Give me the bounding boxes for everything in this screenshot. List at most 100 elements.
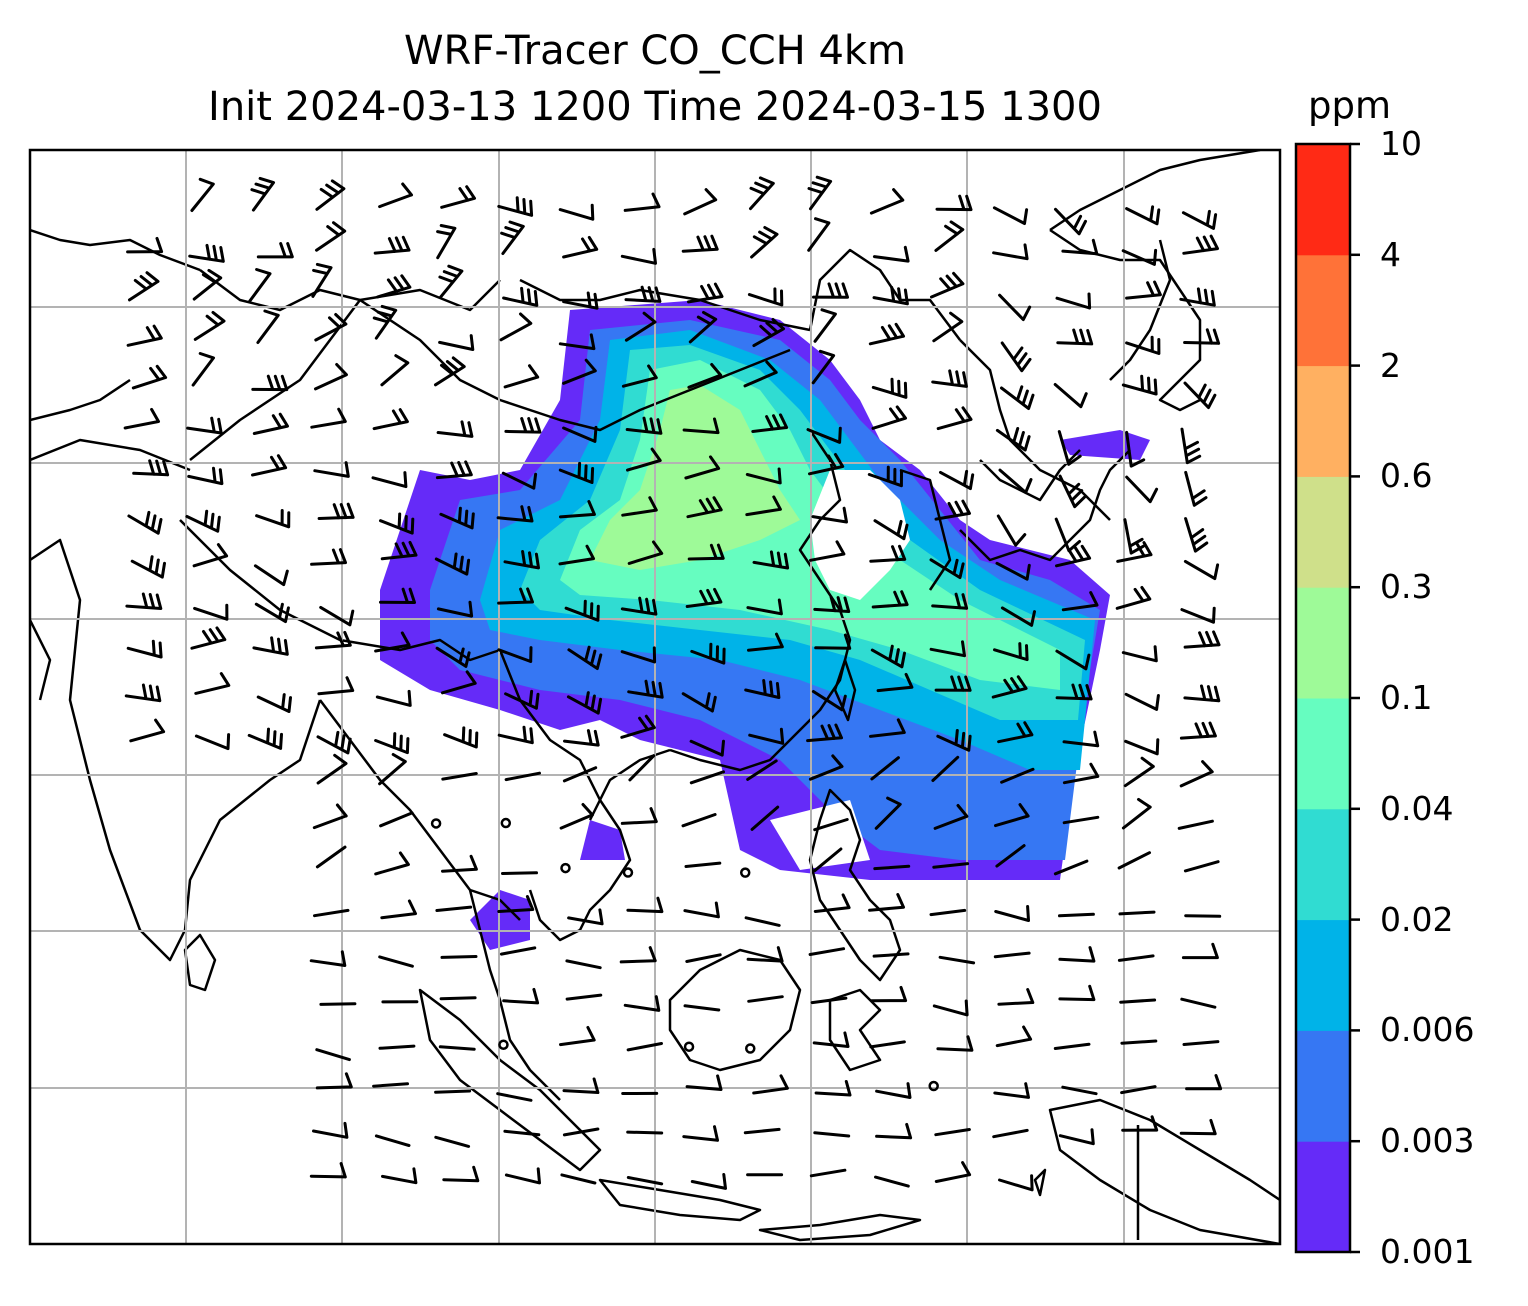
wind-barb: [683, 1004, 721, 1012]
wind-barb: [1125, 430, 1146, 468]
wind-barb: [1181, 209, 1218, 230]
wind-barb: [497, 646, 533, 663]
wind-barb: [810, 996, 848, 1005]
wind-barb: [193, 603, 229, 621]
wind-barb: [868, 893, 905, 912]
colorbar-swatch: [1296, 144, 1350, 256]
wind-barb: [380, 540, 418, 561]
wind-barb: [501, 871, 538, 875]
wind-barb: [621, 364, 658, 388]
wind-barb: [311, 262, 333, 298]
wind-barb: [621, 496, 658, 517]
wind-barb: [126, 639, 163, 659]
wind-barb: [626, 896, 664, 914]
wind-barb: [872, 952, 910, 958]
wind-barb: [313, 461, 350, 478]
wind-barb: [994, 905, 1030, 922]
wind-barb: [936, 1035, 974, 1052]
wind-barb: [1179, 721, 1217, 740]
wind-barb: [873, 864, 911, 871]
wind-barb: [567, 908, 604, 926]
colorbar-tick-label: 0.001: [1380, 1232, 1475, 1271]
wind-barb: [876, 672, 914, 693]
wind-barb: [933, 804, 969, 830]
wind-barb: [932, 311, 964, 343]
wind-barb: [808, 453, 845, 476]
wind-barb: [1058, 984, 1096, 1002]
wind-barb: [628, 754, 656, 782]
wind-barb: [562, 358, 597, 385]
wind-barb: [1054, 207, 1087, 236]
wind-barb: [745, 495, 782, 517]
wind-barb: [1058, 946, 1096, 963]
wind-barb: [1125, 205, 1161, 226]
wind-barb: [1124, 692, 1160, 711]
wind-barb: [379, 587, 416, 604]
wind-barb: [375, 274, 412, 299]
wind-barb: [316, 753, 348, 785]
wind-barb: [435, 460, 473, 480]
colorbar-tick-label: 10: [1380, 124, 1422, 163]
wind-barb: [1125, 280, 1162, 300]
calm-wind-circle: [683, 1041, 695, 1052]
wind-barb: [379, 512, 415, 535]
wind-barb: [687, 282, 724, 304]
wind-barb: [682, 417, 720, 435]
wind-barb: [1181, 942, 1219, 960]
wind-barb: [1125, 335, 1161, 355]
wind-barb: [620, 646, 657, 664]
wind-barb: [255, 509, 291, 529]
wind-barb: [936, 406, 973, 431]
wind-barb: [1053, 383, 1088, 409]
wind-barb: [499, 312, 533, 342]
wind-barb: [626, 1130, 664, 1135]
wind-barb: [813, 595, 851, 613]
wind-barb: [1121, 797, 1152, 830]
wind-barb: [1058, 474, 1087, 509]
wind-barb: [1179, 287, 1216, 307]
wind-barb: [808, 754, 844, 781]
wind-barb: [251, 454, 288, 477]
wind-barb: [193, 310, 226, 341]
wind-barb: [248, 268, 272, 303]
wind-barb: [684, 455, 721, 480]
wind-barb: [565, 959, 602, 970]
wind-barb: [128, 271, 160, 302]
wind-barb: [935, 194, 973, 212]
colorbar-swatch: [1296, 1141, 1350, 1253]
wind-barb: [129, 718, 166, 743]
wind-barb: [314, 313, 348, 342]
wind-barb: [434, 1135, 471, 1148]
wind-barb: [560, 1173, 597, 1185]
wind-barb: [256, 309, 280, 344]
wind-barb: [875, 1082, 912, 1099]
colorbar-tick-label: 0.6: [1380, 456, 1433, 496]
wind-barb: [315, 1072, 353, 1090]
colorbar-tick-label: 4: [1380, 234, 1401, 274]
wind-barb: [752, 318, 785, 348]
wind-barb: [625, 416, 663, 435]
colorbar-tick-label: 0.02: [1380, 899, 1454, 939]
wind-barb: [1117, 954, 1155, 962]
wind-barb: [314, 630, 352, 650]
wind-barb: [869, 188, 905, 215]
wind-barb: [620, 714, 656, 739]
wind-barb: [558, 333, 596, 351]
wind-barb: [1057, 430, 1082, 466]
wind-barb: [687, 363, 723, 389]
plume-hole-2: [770, 800, 870, 870]
wind-barb: [747, 995, 784, 1003]
wind-barb: [1055, 544, 1092, 568]
wind-barb: [870, 644, 906, 669]
wind-barb: [315, 179, 346, 211]
wind-barb: [379, 811, 414, 828]
wind-barb: [442, 1165, 480, 1183]
wind-barb: [380, 354, 410, 387]
wind-barb: [1055, 683, 1093, 701]
calm-wind-circle: [622, 867, 634, 878]
wind-barb: [501, 471, 538, 490]
wind-barb: [315, 1048, 351, 1062]
wind-barb: [497, 196, 534, 217]
wind-barb: [374, 1134, 411, 1147]
wind-barb: [869, 718, 906, 738]
